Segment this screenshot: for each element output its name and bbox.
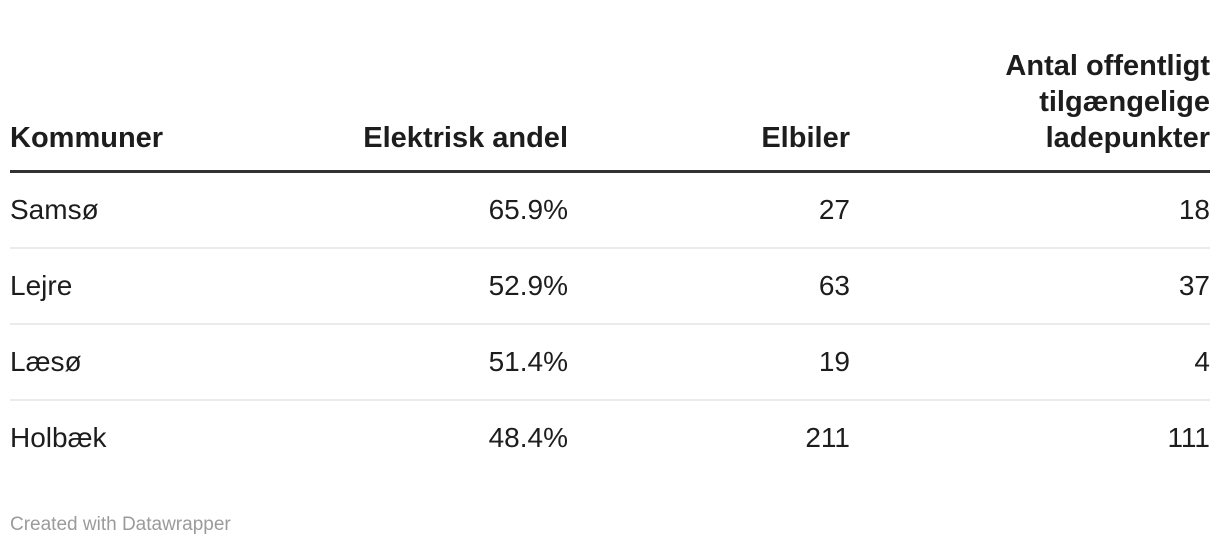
- column-header-kommuner: Kommuner: [10, 48, 290, 173]
- table-row-laeso: Læsø 51.4% 19 4: [10, 324, 1210, 401]
- column-header-ladepunkter-label: Antal offentligt tilgængelige ladepunkte…: [1005, 50, 1210, 154]
- table-body: Samsø 65.9% 27 18 Lejre 52.9% 63 37 Læsø…: [10, 171, 1210, 476]
- cell-elbiler: 211: [805, 422, 850, 453]
- table-header: Kommuner Elektrisk andel Elbiler Antal o…: [10, 48, 1210, 173]
- attribution-footer: Created with Datawrapper: [10, 513, 1210, 536]
- cell-ladepunkter: 37: [850, 248, 1210, 325]
- cell-elektrisk-andel: 51.4%: [290, 324, 568, 401]
- data-table: Kommuner Elektrisk andel Elbiler Antal o…: [10, 48, 1210, 475]
- datawrapper-attribution-link[interactable]: Created with Datawrapper: [10, 514, 231, 535]
- table-row-samso: Samsø 65.9% 27 18: [10, 171, 1210, 249]
- header-row: Kommuner Elektrisk andel Elbiler Antal o…: [10, 48, 1210, 173]
- cell-kommune: Lejre: [10, 248, 290, 325]
- cell-kommune: Læsø: [10, 324, 290, 401]
- cell-kommune: Samsø: [10, 171, 290, 249]
- table-row-lejre: Lejre 52.9% 63 37: [10, 248, 1210, 325]
- column-header-ladepunkter: Antal offentligt tilgængelige ladepunkte…: [850, 48, 1210, 173]
- cell-elektrisk-andel: 48.4%: [488, 422, 568, 453]
- cell-ladepunkter: 18: [850, 171, 1210, 249]
- cell-elbiler: 19: [568, 324, 850, 401]
- column-header-elbiler: Elbiler: [568, 48, 850, 173]
- cell-elektrisk-andel: 65.9%: [290, 171, 568, 249]
- cell-elbiler: 63: [568, 248, 850, 325]
- cell-elektrisk-andel: 52.9%: [290, 248, 568, 325]
- cell-ladepunkter: 4: [850, 324, 1210, 401]
- cell-elbiler: 27: [568, 171, 850, 249]
- cell-ladepunkter: 111: [1167, 422, 1210, 453]
- table-row-holbaek: Holbæk 48.4% 211 111: [10, 400, 1210, 475]
- column-header-elektrisk-andel: Elektrisk andel: [290, 48, 568, 173]
- cell-kommune: Holbæk: [10, 422, 107, 453]
